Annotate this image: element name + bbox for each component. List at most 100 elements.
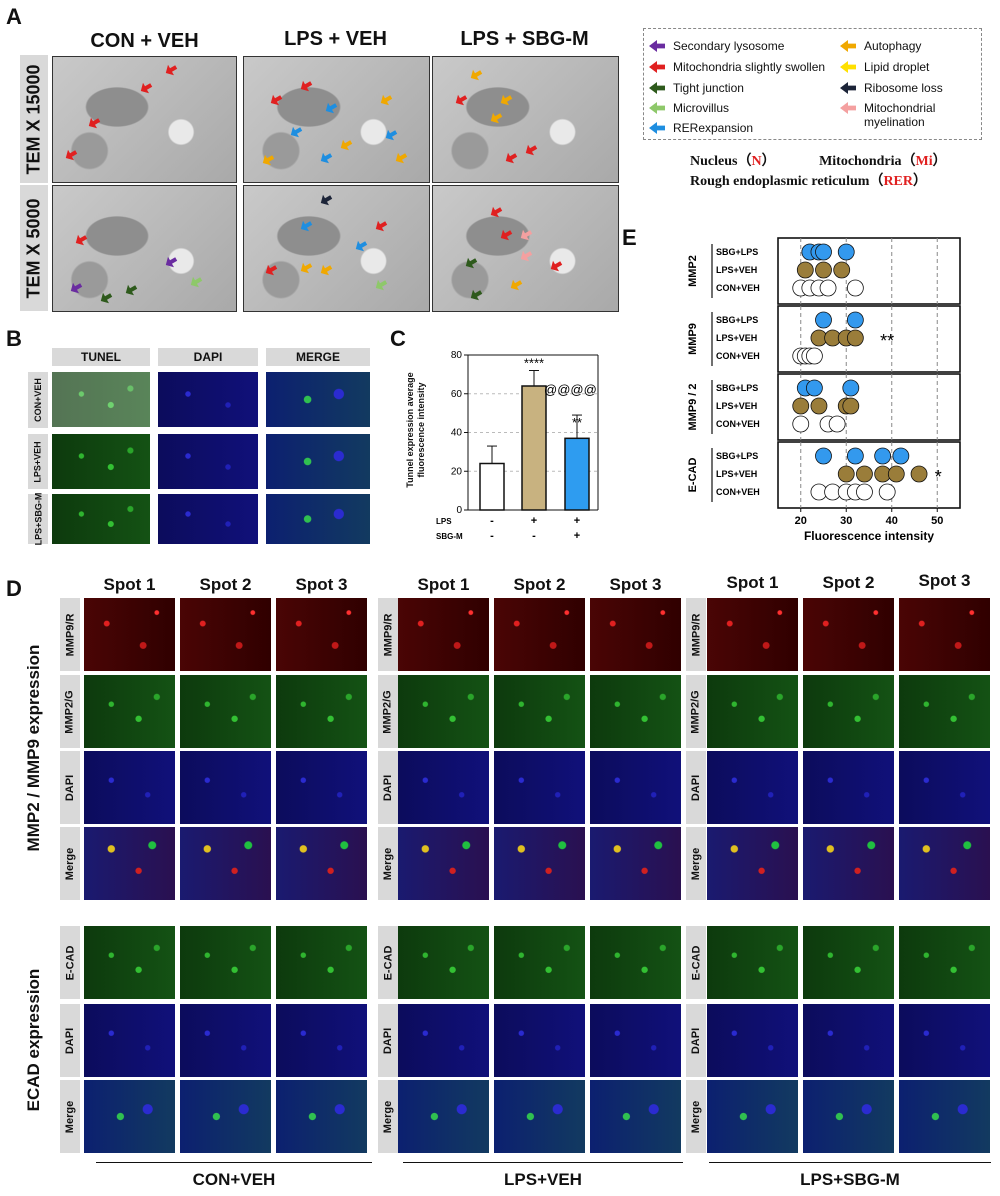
d-image-ecad-row2	[84, 1004, 175, 1077]
data-point	[792, 397, 810, 415]
d-image-ecad-row3	[707, 1080, 798, 1153]
y-tick-label: 80	[451, 350, 463, 361]
bar	[479, 462, 505, 511]
tem-arrow-icon	[70, 282, 83, 294]
d-row-label: Merge	[378, 827, 398, 900]
d-image-mmp-row1	[899, 598, 990, 671]
tem-arrow-icon	[300, 80, 313, 92]
spot-label: Spot 2	[199, 575, 252, 594]
tem-arrow-icon	[270, 94, 283, 106]
d-row-label: MMP9/R	[378, 598, 398, 671]
d-image-mmp-row3	[494, 751, 585, 824]
d-image-mmp-row3	[899, 751, 990, 824]
d-row-label: Merge	[60, 827, 80, 900]
data-point	[810, 397, 828, 415]
legend-secondary-lysosome: Secondary lysosome	[649, 39, 784, 53]
bar	[564, 437, 590, 511]
data-point	[805, 347, 823, 365]
tem-lps-5000	[243, 185, 430, 312]
panel-a-col-1: CON + VEH	[90, 30, 199, 52]
legend-mito-swollen: Mitochondria slightly swollen	[649, 60, 825, 74]
d-image-ecad-row3	[180, 1080, 271, 1153]
b-tunel-sbg	[52, 494, 150, 544]
d-image-ecad-row1	[899, 926, 990, 999]
tem-arrow-icon	[510, 279, 523, 291]
d-image-ecad-row3	[899, 1080, 990, 1153]
b-tunel-lps	[52, 434, 150, 489]
d-image-mmp-row4	[803, 827, 894, 900]
x-tick-label: 30	[840, 515, 852, 527]
group-label: CON+VEH	[716, 487, 760, 497]
d-image-mmp-row1	[494, 598, 585, 671]
x-tick-label: 50	[931, 515, 943, 527]
d-image-mmp-row4	[494, 827, 585, 900]
data-point	[833, 261, 851, 279]
tem-arrow-icon	[500, 229, 513, 241]
data-point	[846, 329, 864, 347]
legend-autophagy: Autophagy	[840, 39, 921, 53]
panel-a-row-2-label: TEM X 5000	[20, 185, 48, 311]
data-point	[892, 447, 910, 465]
data-point	[846, 311, 864, 329]
darkgreen-arrow-icon	[649, 82, 665, 94]
sign: +	[574, 515, 580, 527]
d-image-mmp-row1	[180, 598, 271, 671]
data-point	[792, 415, 810, 433]
tem-arrow-icon	[165, 256, 178, 268]
d-image-mmp-row3	[590, 751, 681, 824]
d-image-mmp-row4	[84, 827, 175, 900]
d-row-label: DAPI	[378, 751, 398, 824]
group-label: SBG+LPS	[716, 315, 758, 325]
sign: +	[531, 515, 537, 527]
b-tunel-con	[52, 372, 150, 427]
tunel-bar-chart: 0 20 40 60 80 ****@@@@ ** LPS - + + SBG-M - - +	[436, 350, 599, 542]
d-image-ecad-row3	[590, 1080, 681, 1153]
panel-a-col-2: LPS + VEH	[284, 28, 387, 50]
d-image-mmp-row1	[803, 598, 894, 671]
panel-a-letter: A	[6, 4, 22, 29]
d-image-mmp-row2	[398, 675, 489, 748]
tem-arrow-icon	[100, 292, 113, 304]
spot-label: Spot 1	[103, 575, 156, 594]
legend-mito-myelination: Mitochondrial myelination	[840, 101, 970, 129]
legend-rer-expansion: RERexpansion	[649, 121, 753, 135]
d-row-label: MMP2/G	[378, 675, 398, 748]
navy-arrow-icon	[840, 82, 856, 94]
d-image-ecad-row3	[84, 1080, 175, 1153]
spot-label: Spot 3	[295, 575, 348, 594]
d-image-ecad-row3	[803, 1080, 894, 1153]
group-label: SBG+LPS	[716, 383, 758, 393]
tem-arrow-icon	[262, 154, 275, 166]
legend-ribosome-loss: Ribosome loss	[840, 81, 943, 95]
group-label: LPS+VEH	[716, 401, 757, 411]
panel-b-row-con: CON+VEH	[28, 372, 48, 428]
facet-label: MMP9	[687, 323, 699, 355]
group-label-sbg: LPS+SBG-M	[800, 1170, 900, 1189]
data-point	[887, 465, 905, 483]
tem-arrow-icon	[550, 260, 563, 272]
tem-arrow-icon	[385, 129, 398, 141]
sig-stars: **	[572, 415, 582, 430]
d-row-label: E-CAD	[378, 926, 398, 999]
d-row-label: Merge	[686, 1080, 706, 1153]
d-image-mmp-row4	[398, 827, 489, 900]
group-line-lps	[403, 1162, 683, 1163]
data-point	[815, 447, 832, 465]
data-point	[837, 243, 855, 261]
abbrev-line-1: Nucleus（N） Mitochondria（Mi）	[690, 154, 947, 169]
sig-stars: ****	[524, 356, 544, 371]
d-image-mmp-row3	[180, 751, 271, 824]
d-row-label: E-CAD	[60, 926, 80, 999]
d-image-ecad-row2	[494, 1004, 585, 1077]
d-image-ecad-row1	[276, 926, 367, 999]
group-label: CON+VEH	[716, 419, 760, 429]
facet-box	[777, 373, 961, 441]
panel-a-row-1-label: TEM X 15000	[20, 55, 48, 183]
d-row-label: MMP9/R	[686, 598, 706, 671]
tem-arrow-icon	[165, 64, 178, 76]
tem-arrow-icon	[520, 250, 533, 262]
data-point	[837, 465, 855, 483]
d-image-mmp-row2	[276, 675, 367, 748]
group-label: LPS+VEH	[716, 333, 757, 343]
b-merge-sbg	[266, 494, 370, 544]
